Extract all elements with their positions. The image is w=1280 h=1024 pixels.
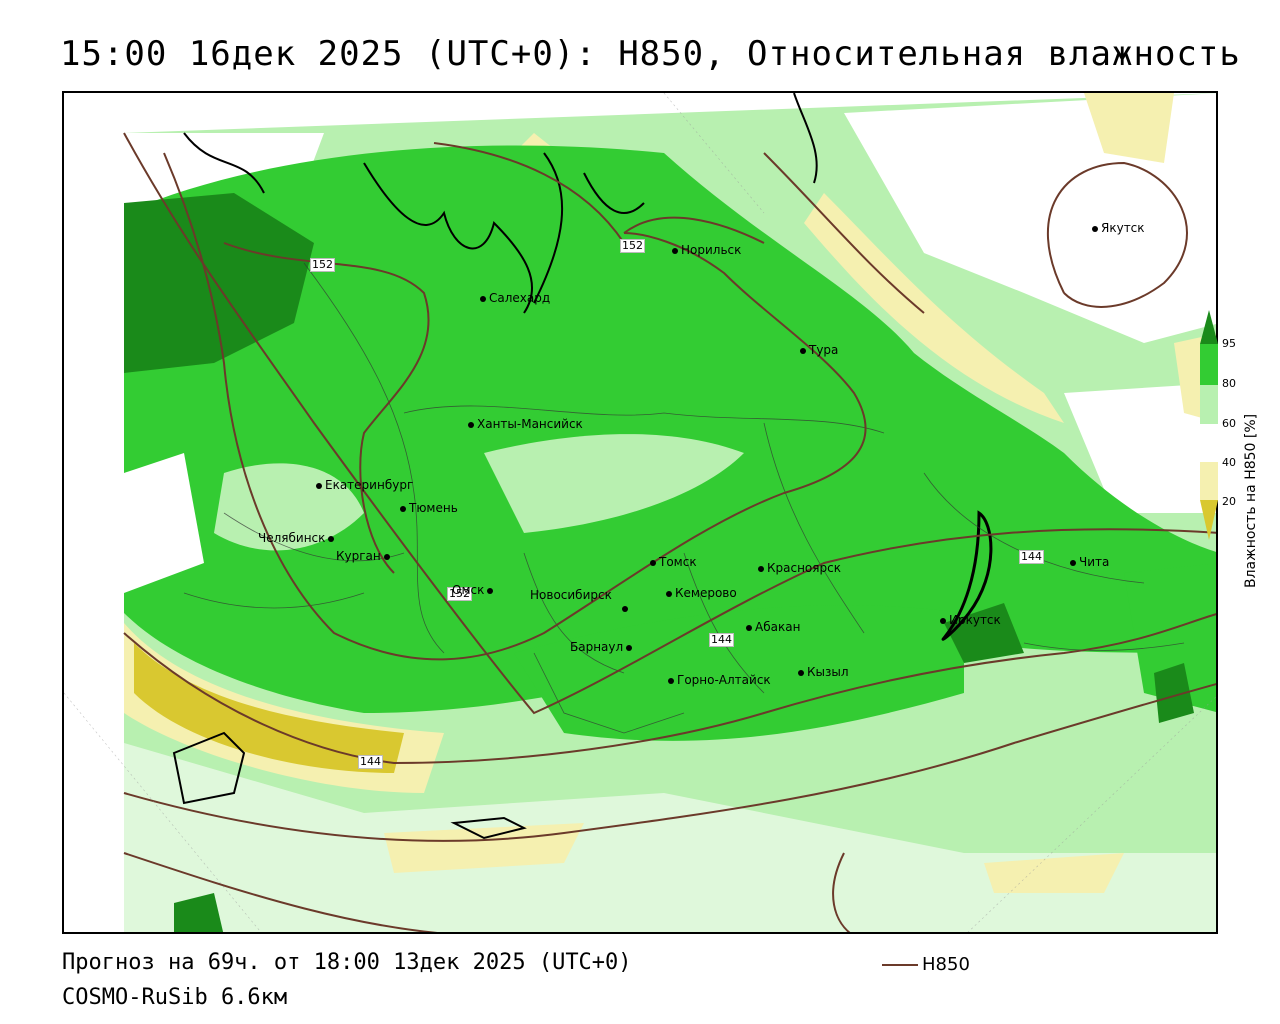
legend-swatch-below-20 xyxy=(1200,500,1218,540)
city-marker xyxy=(758,565,764,572)
map-title: 15:00 16дек 2025 (UTC+0): H850, Относите… xyxy=(60,34,1241,74)
city-marker xyxy=(1070,559,1076,566)
city-omsk: Омск xyxy=(452,583,496,597)
legend-title: Влажность на H850 [%] xyxy=(1233,340,1273,590)
contour-label: 144 xyxy=(358,755,383,769)
city-label: Кызыл xyxy=(807,665,849,679)
city-marker xyxy=(668,677,674,684)
city-label: Абакан xyxy=(755,620,801,634)
humidity-legend: 95 80 60 40 20 xyxy=(1200,310,1236,540)
city-yekaterinburg: Екатеринбург xyxy=(316,478,413,492)
legend-tick: 80 xyxy=(1222,377,1236,390)
map-canvas xyxy=(64,93,1216,932)
city-label: Якутск xyxy=(1101,221,1145,235)
legend-swatch-60-80 xyxy=(1200,385,1218,424)
contour-label: 152 xyxy=(620,239,645,253)
city-marker xyxy=(672,247,678,254)
city-gorno-altaysk: Горно-Алтайск xyxy=(668,673,771,687)
contour-label: 152 xyxy=(447,587,472,601)
city-label: Новосибирск xyxy=(530,588,612,602)
city-marker xyxy=(626,644,633,651)
city-chita: Чита xyxy=(1070,555,1109,569)
city-label: Красноярск xyxy=(767,561,841,575)
city-marker xyxy=(487,587,494,594)
humidity-below-20-zone xyxy=(134,643,404,773)
city-kurgan: Курган xyxy=(336,549,393,563)
city-label: Кемерово xyxy=(675,586,737,600)
city-label: Норильск xyxy=(681,243,742,257)
city-label: Омск xyxy=(452,583,485,597)
model-name: COSMO-RuSib 6.6км xyxy=(62,985,288,1010)
contour-label: 152 xyxy=(310,258,335,272)
contour-line-swatch xyxy=(882,964,918,966)
city-marker xyxy=(480,295,486,302)
city-tura: Тура xyxy=(800,343,838,357)
city-label: Барнаул xyxy=(570,640,624,654)
legend-swatch-80-95 xyxy=(1200,344,1218,385)
city-label: Екатеринбург xyxy=(325,478,414,492)
city-label: Челябинск xyxy=(258,531,326,545)
city-label: Иркутск xyxy=(949,613,1001,627)
city-marker xyxy=(400,505,406,512)
legend-tick: 95 xyxy=(1222,337,1236,350)
city-label: Горно-Алтайск xyxy=(677,673,771,687)
contour-line-label: H850 xyxy=(922,954,970,975)
city-chelyabinsk: Челябинск xyxy=(258,531,337,545)
city-novosibirsk-marker xyxy=(622,601,631,615)
humidity-80-95-band xyxy=(124,145,1216,713)
city-marker xyxy=(798,669,804,676)
city-krasnoyarsk: Красноярск xyxy=(758,561,841,575)
city-marker xyxy=(940,617,946,624)
city-label: Салехард xyxy=(489,291,551,305)
legend-swatch-40-60 xyxy=(1200,424,1218,462)
city-marker xyxy=(666,590,672,597)
city-marker xyxy=(316,482,322,489)
city-khanty-mansiysk: Ханты-Мансийск xyxy=(468,417,583,431)
city-irkutsk: Иркутск xyxy=(940,613,1001,627)
city-marker xyxy=(800,347,806,354)
city-kyzyl: Кызыл xyxy=(798,665,849,679)
city-label: Ханты-Мансийск xyxy=(477,417,583,431)
legend-swatch-20-40 xyxy=(1200,462,1218,500)
city-marker xyxy=(468,421,474,428)
city-kemerovo: Кемерово xyxy=(666,586,737,600)
city-label: Томск xyxy=(659,555,697,569)
legend-title-text: Влажность на H850 [%] xyxy=(1243,413,1259,588)
legend-tick: 20 xyxy=(1222,495,1236,508)
city-barnaul: Барнаул xyxy=(570,640,635,654)
city-marker xyxy=(383,553,390,560)
city-yakutsk: Якутск xyxy=(1092,221,1145,235)
humidity-map: 152 152 152 144 144 144 Норильск Якутск … xyxy=(62,91,1218,934)
city-novosibirsk: Новосибирск xyxy=(530,588,612,602)
contour-label: 144 xyxy=(709,633,734,647)
contour-label: 144 xyxy=(1019,550,1044,564)
contour-line-legend: H850 xyxy=(882,954,970,975)
city-marker xyxy=(746,624,752,631)
city-label: Курган xyxy=(336,549,381,563)
legend-tick: 40 xyxy=(1222,456,1236,469)
city-tomsk: Томск xyxy=(650,555,697,569)
legend-swatch-above-95 xyxy=(1200,310,1218,344)
city-label: Чита xyxy=(1079,555,1110,569)
city-label: Тура xyxy=(809,343,839,357)
city-marker xyxy=(1092,225,1098,232)
city-tyumen: Тюмень xyxy=(400,501,458,515)
humidity-above-95-zone xyxy=(124,193,314,373)
city-marker xyxy=(650,559,656,566)
forecast-info: Прогноз на 69ч. от 18:00 13дек 2025 (UTC… xyxy=(62,950,632,975)
city-marker xyxy=(328,535,335,542)
city-salekhard: Салехард xyxy=(480,291,550,305)
city-marker xyxy=(622,605,628,612)
city-label: Тюмень xyxy=(409,501,458,515)
city-norilsk: Норильск xyxy=(672,243,741,257)
city-abakan: Абакан xyxy=(746,620,800,634)
legend-tick: 60 xyxy=(1222,417,1236,430)
